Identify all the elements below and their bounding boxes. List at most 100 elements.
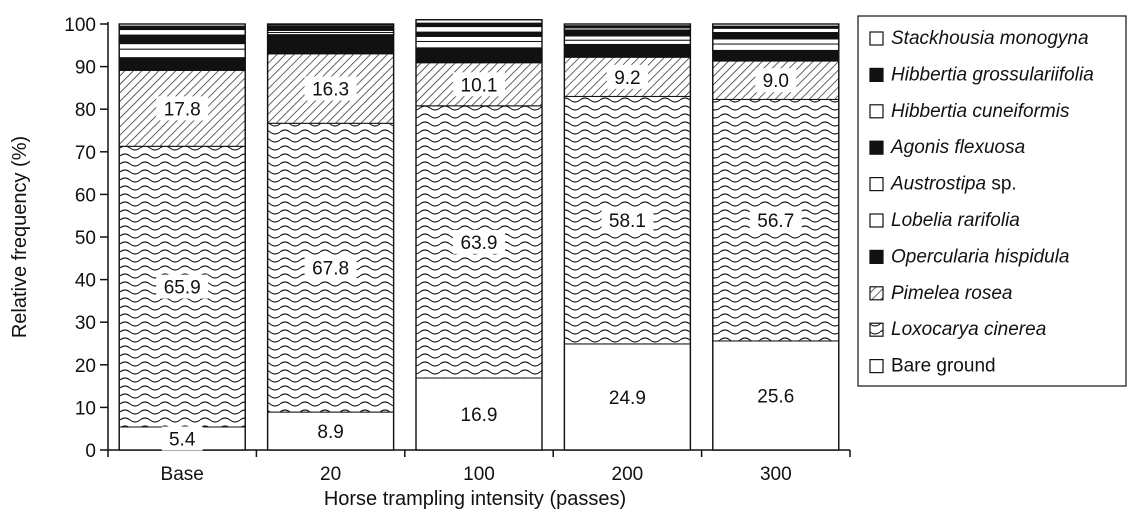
bar-segment-austrostipa-sp- [712,38,840,45]
bar-segment-hibbertia-grossulariifolia [415,22,543,28]
bar-segment-hibbertia-cuneiformis [712,27,840,34]
bar-segment-lobelia-rarifolia [118,48,246,59]
bar-segment-hibbertia-grossulariifolia [118,25,246,31]
legend-label-italic: Agonis flexuosa [890,137,1025,158]
bar-segment-agonis-flexuosa [118,34,246,45]
legend-label: Hibbertia cuneiformis [891,101,1070,122]
legend-label-italic: Pimelea rosea [891,283,1012,304]
data-label-bg [161,426,203,451]
data-label-bg [755,68,797,93]
data-label-bg [310,419,352,444]
bar-segment-opercularia-hispidula [563,43,691,58]
data-label: 10.1 [461,75,498,96]
bar-segment-hibbertia-cuneiformis [118,29,246,36]
bar-segment-austrostipa-sp- [563,35,691,41]
data-label: 16.3 [312,80,349,101]
y-tick-label: 30 [75,313,96,334]
y-tick-label: 100 [64,15,96,36]
data-label: 63.9 [461,233,498,254]
data-labels-group: 5.4 65.9 17.8 8.9 67.8 16.3 16.9 63.9 10.1 24.9 58… [156,64,802,451]
legend: Stackhousia monogyna Hibbertia grossulari… [857,15,1127,387]
data-label-bg [304,255,357,280]
data-label-bg [601,384,654,409]
y-tick-label: 20 [75,356,96,377]
legend-label-plain: sp. [986,174,1017,195]
y-tick-label: 40 [75,271,96,292]
bar-segment-agonis-flexuosa [415,31,543,37]
y-tick-label: 10 [75,398,96,419]
legend-label-italic: Hibbertia cuneiformis [891,101,1070,122]
data-label-bg [304,76,357,101]
bar-segment-opercularia-hispidula [267,34,395,55]
legend-swatch [869,359,884,374]
bar-outline [415,19,543,451]
legend-label: Austrostipa sp. [890,174,1017,195]
legend-box [857,15,1127,387]
bar-segment-agonis-flexuosa [712,32,840,40]
data-label: 24.9 [609,388,646,409]
y-tick-label: 50 [75,228,96,249]
data-label: 17.8 [164,99,201,120]
legend-swatch [869,213,884,228]
data-label: 16.9 [461,405,498,426]
y-tick-label: 0 [85,441,96,462]
legend-label: Agonis flexuosa [890,137,1025,158]
legend-swatch [869,286,884,301]
legend-label-italic: Austrostipa [890,174,986,195]
bar-segment-lobelia-rarifolia [563,39,691,45]
legend-label: Bare ground [891,356,996,377]
bar-segment-agonis-flexuosa [563,29,691,37]
data-label: 67.8 [312,259,349,280]
legend-label-italic: Loxocarya cinerea [891,319,1046,340]
data-label-bg [156,96,209,121]
y-tick-label: 70 [75,143,96,164]
bar-segment-lobelia-rarifolia [415,40,543,49]
legend-label-italic: Lobelia rarifolia [891,210,1020,231]
data-label-bg [601,208,654,233]
legend-label-italic: Stackhousia monogyna [891,28,1089,49]
bar-segment-hibbertia-cuneiformis [415,26,543,33]
legend-label: Loxocarya cinerea [891,319,1046,340]
data-label-bg [606,64,648,89]
legend-label-plain: Bare ground [891,356,996,377]
data-label-bg [453,229,505,254]
x-tick-label: 200 [612,464,644,485]
bar-segment-opercularia-hispidula [712,49,840,62]
legend-swatch [869,67,884,83]
legend-label: Hibbertia grossulariifolia [891,64,1094,85]
bar-segment-agonis-flexuosa [267,25,395,31]
y-tick-label: 60 [75,185,96,206]
x-tick-label: 20 [320,464,341,485]
bar-segment-opercularia-hispidula [415,47,543,64]
x-tick-label: Base [161,464,204,485]
y-tick-label: 80 [75,100,96,121]
bar-segment-austrostipa-sp- [118,43,246,50]
bar-outline [563,23,692,451]
legend-swatch [869,140,884,155]
data-label-bg [453,72,505,97]
legend-label-italic: Hibbertia grossulariifolia [891,64,1094,85]
data-label: 58.1 [609,211,646,232]
y-axis-title: Relative frequency (%) [9,136,31,338]
y-tick-label: 90 [75,58,96,79]
data-label: 56.7 [757,211,794,232]
x-tick-label: 100 [463,464,495,485]
bar-segment-opercularia-hispidula [118,57,246,71]
x-axis-title: Horse trampling intensity (passes) [324,488,626,510]
legend-swatch [869,177,884,192]
x-tick-label: 300 [760,464,792,485]
legend-swatch [869,322,884,337]
legend-swatch [869,104,884,119]
bar-segment-austrostipa-sp- [415,35,543,42]
bar-outline [712,23,840,451]
data-label-bg [749,208,802,233]
legend-swatch [869,249,884,264]
legend-label-italic: Opercularia hispidula [891,246,1070,267]
legend-label: Lobelia rarifolia [891,210,1020,231]
data-label-bg [453,402,505,427]
data-label-bg [156,274,209,299]
data-label: 9.0 [763,71,789,92]
bar-outline [266,23,395,451]
